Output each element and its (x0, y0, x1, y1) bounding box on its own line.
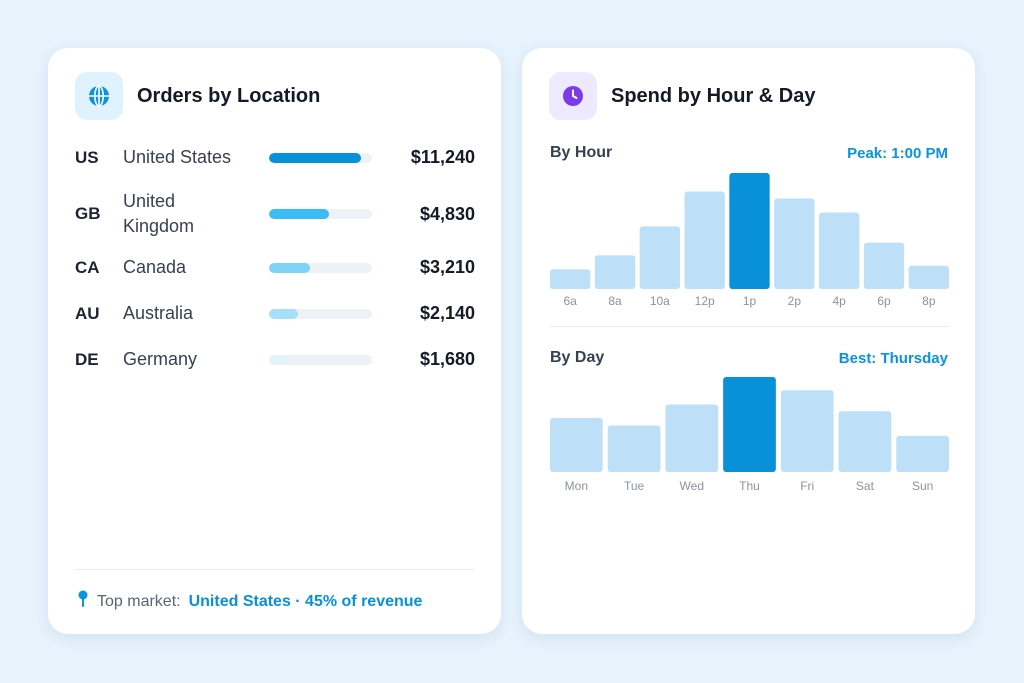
country-name: United Kingdom (123, 191, 195, 236)
country-name: United States (123, 147, 232, 167)
hour-tick-label: 12p (695, 294, 715, 308)
country-amount: $4,830 (419, 203, 475, 224)
hour-bar-1p[interactable] (729, 173, 770, 289)
globe-icon (75, 72, 123, 120)
hour-tick-label: 4p (832, 294, 846, 308)
day-bar-sun[interactable] (896, 435, 949, 472)
country-amount: $3,210 (419, 257, 475, 277)
location-card-header: Orders by Location (75, 72, 320, 120)
hour-bar-12p[interactable] (684, 191, 725, 289)
clock-icon (549, 72, 597, 120)
location-row-au[interactable]: AU Australia $2,140 (75, 301, 475, 326)
day-tick-label: Wed (680, 479, 704, 493)
day-tick-label: Mon (565, 479, 588, 493)
by-day-chart: Mon Tue Wed Thu Fri Sat Sun (550, 377, 949, 493)
day-bar-fri[interactable] (780, 390, 834, 472)
hour-tick-label: 6p (877, 294, 891, 308)
hour-bar-6p[interactable] (863, 242, 905, 289)
location-row-ca[interactable]: CA Canada $3,210 (75, 255, 475, 280)
spend-by-hour-day-card: Spend by Hour & Day By Hour Peak: 1:00 P… (522, 48, 975, 634)
share-bar-fill (269, 262, 311, 273)
by-hour-title: By Hour (550, 144, 613, 161)
day-tick-label: Thu (739, 479, 760, 493)
day-bar-mon[interactable] (550, 417, 603, 472)
by-day-title: By Day (550, 349, 605, 366)
country-code: DE (75, 349, 99, 369)
location-row-de[interactable]: DE Germany $1,680 (75, 347, 475, 372)
hour-tick-label: 6a (563, 294, 577, 308)
share-bar (269, 354, 372, 365)
top-market-value: United States · 45% of revenue (188, 592, 423, 610)
share-bar (269, 152, 372, 163)
map-pin-icon (77, 590, 89, 613)
hour-bar-8p[interactable] (908, 265, 949, 289)
share-bar (269, 209, 372, 219)
day-bar-tue[interactable] (607, 425, 661, 472)
country-amount: $2,140 (419, 303, 475, 323)
day-bar-wed[interactable] (665, 404, 719, 472)
peak-hour-note: Peak: 1:00 PM (847, 145, 948, 162)
country-name: Australia (123, 303, 194, 323)
day-tick-label: Tue (624, 479, 645, 493)
hour-tick-label: 8p (922, 294, 936, 308)
country-code: AU (75, 303, 100, 323)
spend-card-title: Spend by Hour & Day (611, 84, 816, 107)
location-row-gb[interactable]: GB United Kingdom $4,830 (75, 189, 475, 239)
share-bar (269, 308, 372, 319)
day-tick-label: Fri (800, 479, 814, 493)
orders-by-location-card: Orders by Location US United States $11,… (48, 48, 501, 634)
hour-bar-8a[interactable] (594, 255, 636, 289)
day-tick-label: Sun (912, 479, 933, 493)
hour-bar-6a[interactable] (550, 269, 591, 289)
day-bar-thu[interactable] (723, 377, 776, 472)
hour-tick-label: 10a (650, 294, 670, 308)
share-bar-fill (269, 209, 329, 219)
by-hour-chart: 6a 8a 10a 12p 1p 2p 4p 6p 8p (550, 173, 949, 308)
top-market-footer: Top market: United States · 45% of reven… (77, 590, 422, 613)
share-bar-fill (269, 308, 298, 319)
country-amount: $11,240 (410, 147, 475, 167)
day-tick-label: Sat (856, 479, 875, 493)
country-code: US (75, 147, 99, 167)
location-row-us[interactable]: US United States $11,240 (75, 145, 475, 170)
hour-tick-label: 2p (788, 294, 802, 308)
country-name: Canada (123, 257, 187, 277)
hour-tick-label: 8a (608, 294, 622, 308)
share-bar (269, 262, 372, 273)
country-code: GB (75, 204, 101, 223)
location-card-title: Orders by Location (137, 84, 321, 107)
hour-bar-10a[interactable] (639, 226, 680, 289)
footer-divider (75, 569, 474, 570)
best-day-note: Best: Thursday (838, 350, 948, 367)
country-code: CA (75, 257, 100, 277)
section-divider (550, 326, 949, 327)
top-market-label: Top market: (97, 592, 181, 610)
hour-bar-2p[interactable] (774, 198, 815, 289)
hour-tick-label: 1p (743, 294, 757, 308)
spend-card-header: Spend by Hour & Day (549, 72, 815, 120)
hour-bar-4p[interactable] (819, 212, 860, 289)
share-bar-fill (269, 152, 361, 163)
country-amount: $1,680 (419, 349, 475, 369)
share-bar-fill (269, 354, 288, 365)
day-bar-sat[interactable] (838, 411, 892, 472)
country-name: Germany (123, 349, 198, 369)
